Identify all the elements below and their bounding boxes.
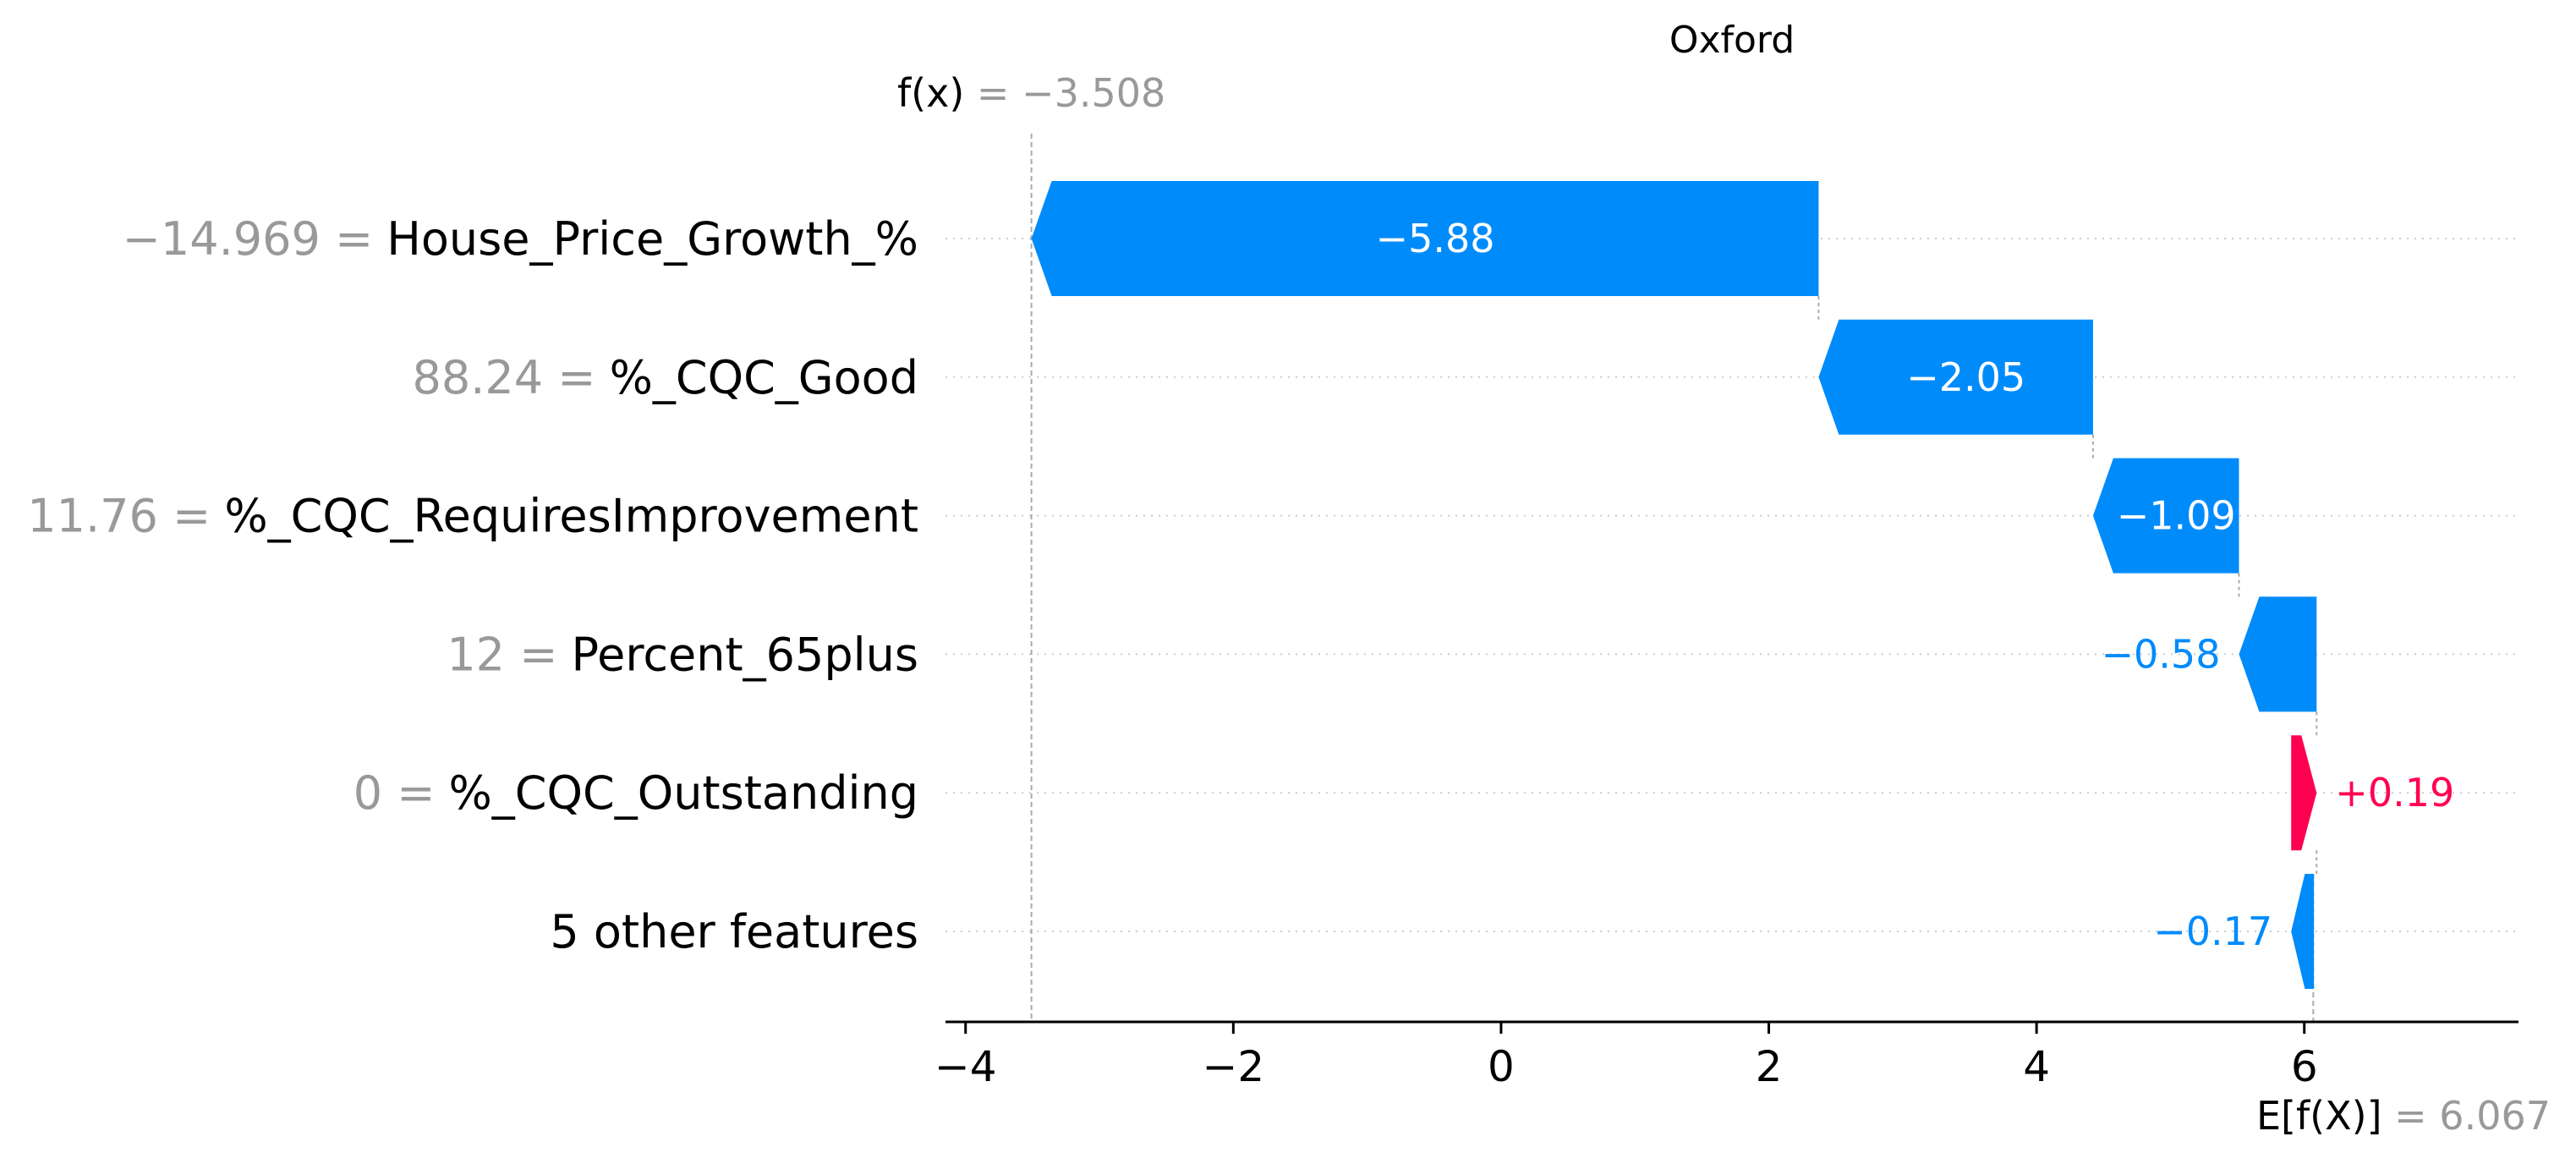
bar-value-label: −2.05: [1906, 354, 2025, 400]
contribution-bar: [2092, 458, 2239, 574]
feature-name: Percent_65plus: [571, 628, 918, 681]
bar-value-label: +0.19: [2335, 770, 2454, 815]
feature-value: 12 =: [447, 628, 557, 681]
contribution-bar: [2291, 735, 2317, 851]
chart-title: Oxford: [1669, 19, 1795, 62]
contribution-bar: [2291, 874, 2315, 989]
feature-name: House_Price_Growth_%: [386, 212, 918, 266]
feature-name: %_CQC_Good: [610, 351, 918, 404]
feature-value: 11.76 =: [27, 490, 211, 543]
fx-annotation: f(x) = −3.508: [897, 70, 1165, 116]
x-tick-label: −2: [1202, 1042, 1264, 1091]
contribution-bar: [1031, 181, 1819, 296]
grid-layer: [945, 238, 2518, 932]
x-tick-label: 6: [2291, 1042, 2318, 1091]
feature-value: −14.969 =: [123, 212, 374, 266]
feature-name: %_CQC_RequiresImprovement: [224, 490, 918, 543]
contribution-bar: [1818, 319, 2093, 435]
bar-layer: [1031, 181, 2317, 989]
bar-value-label: −1.09: [2117, 493, 2236, 539]
feature-name: 5 other features: [550, 905, 918, 958]
bar-value-label: −5.88: [1376, 216, 1495, 261]
x-tick-label: 2: [1756, 1042, 1783, 1091]
label-layer: −5.88 House_Price_Growth_%−14.969 = −2.05%…: [27, 70, 2551, 1139]
feature-name: %_CQC_Outstanding: [448, 766, 918, 820]
bar-value-label: −0.17: [2153, 909, 2272, 954]
feature-value: 88.24 =: [413, 351, 596, 404]
connector-layer: [1030, 134, 2318, 1022]
x-tick-label: 4: [2023, 1042, 2050, 1091]
x-tick-label: −4: [934, 1042, 997, 1091]
contribution-bar: [2239, 596, 2317, 712]
feature-value: 0 =: [354, 766, 436, 820]
bar-value-label: −0.58: [2102, 631, 2221, 677]
base-value-annotation: E[f(X)] = 6.067: [2256, 1093, 2551, 1139]
x-tick-label: 0: [1488, 1042, 1515, 1091]
x-axis: −4 −2 0 2 4 6: [934, 1020, 2518, 1091]
